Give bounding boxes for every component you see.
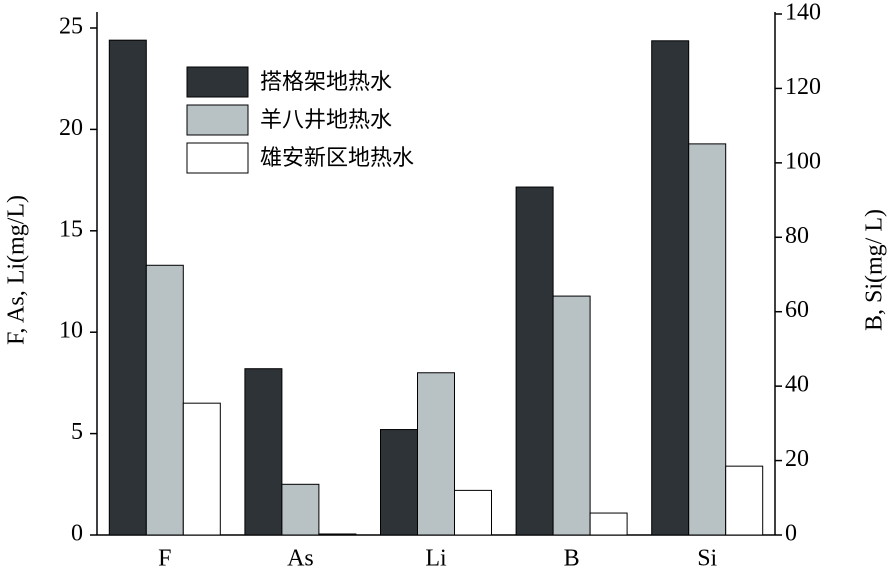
- x-tick-label: Si: [697, 546, 717, 571]
- bar: [454, 489, 492, 536]
- legend-swatch: [186, 66, 249, 98]
- legend-swatch: [186, 142, 249, 174]
- y2-tick-label: 20: [785, 446, 809, 472]
- legend-label: 羊八井地热水: [260, 108, 392, 133]
- bar: [244, 368, 283, 536]
- x-tick-label: B: [564, 546, 580, 571]
- bar: [108, 39, 147, 536]
- y2-tick-label: 80: [785, 223, 809, 249]
- bar: [281, 483, 320, 536]
- y-tick-label: 20: [59, 115, 83, 141]
- y2-tick-label: 0: [785, 521, 797, 547]
- bar: [182, 402, 221, 536]
- y-tick-label: 0: [71, 521, 83, 547]
- x-tick-label: F: [158, 546, 171, 571]
- y-tick-label: 10: [59, 318, 83, 344]
- bar: [552, 295, 591, 536]
- y2-axis-title: B, Si(mg/ L): [862, 209, 888, 331]
- y2-tick-label: 100: [785, 148, 821, 174]
- x-tick-label: As: [287, 546, 314, 571]
- bar: [145, 264, 184, 536]
- y-axis-title: F, As, Li(mg/L): [4, 195, 30, 345]
- bar: [651, 40, 690, 536]
- bar: [318, 533, 357, 536]
- y2-tick-label: 140: [785, 0, 821, 26]
- y2-tick-label: 60: [785, 297, 809, 323]
- legend-swatch: [186, 104, 249, 136]
- bar: [515, 186, 554, 536]
- y2-tick-label: 40: [785, 372, 809, 398]
- x-tick-label: Li: [425, 546, 447, 571]
- y2-tick-label: 120: [785, 74, 821, 100]
- y-tick-label: 15: [59, 216, 83, 242]
- bar: [725, 465, 764, 536]
- bar: [380, 429, 418, 536]
- bar: [589, 512, 628, 536]
- y-tick-label: 5: [71, 419, 83, 445]
- legend-label: 雄安新区地热水: [260, 146, 414, 171]
- bar: [688, 143, 727, 536]
- bar: [417, 372, 455, 536]
- y-tick-label: 25: [59, 14, 83, 40]
- legend-label: 搭格架地热水: [260, 70, 392, 95]
